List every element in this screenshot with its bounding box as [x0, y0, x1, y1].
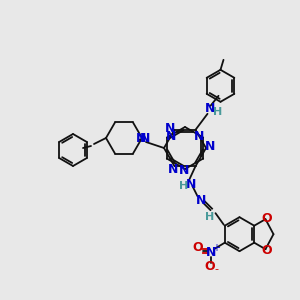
Text: H: H	[179, 181, 188, 191]
Text: O: O	[261, 244, 272, 257]
Text: N: N	[165, 122, 176, 135]
Text: N: N	[206, 246, 216, 259]
Text: N: N	[194, 130, 204, 143]
Text: N: N	[136, 133, 146, 146]
Text: N: N	[186, 178, 197, 191]
Text: -: -	[215, 264, 219, 274]
Text: H: H	[205, 212, 214, 222]
Text: N: N	[196, 194, 207, 207]
Text: +: +	[212, 243, 220, 253]
Text: H: H	[213, 107, 222, 117]
Text: N: N	[166, 130, 176, 143]
Text: O: O	[261, 212, 272, 225]
Text: N: N	[168, 163, 179, 176]
Text: O: O	[205, 260, 215, 273]
Text: N: N	[179, 164, 189, 178]
Text: N: N	[205, 140, 215, 154]
Text: N: N	[205, 102, 216, 115]
Text: O: O	[193, 241, 203, 254]
Text: N: N	[140, 131, 150, 145]
